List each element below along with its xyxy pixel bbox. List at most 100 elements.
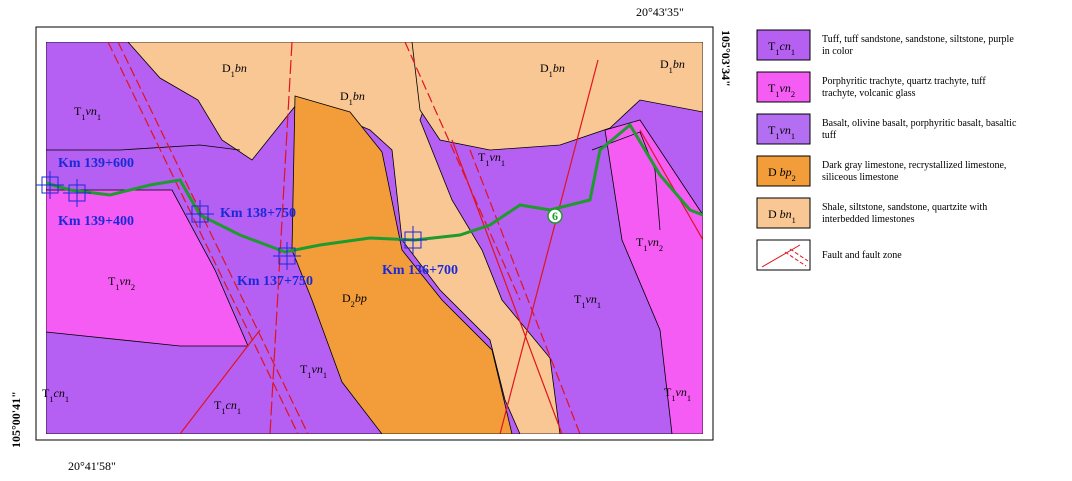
route-number: 6	[552, 209, 558, 223]
code-part: D	[660, 57, 669, 71]
code-part: 1	[549, 70, 553, 79]
unit-code: D bn1	[768, 207, 796, 225]
code-part: 1	[669, 66, 673, 75]
legend-swatch	[756, 197, 811, 229]
code-part: 1	[115, 283, 119, 292]
code-part: vn	[780, 123, 791, 137]
code-part: 1	[792, 216, 796, 225]
code-part: 1	[49, 395, 53, 404]
fault-symbol	[789, 248, 809, 262]
code-part: 1	[581, 301, 585, 310]
unit-code: D1bn	[222, 61, 247, 79]
code-part: vn	[120, 274, 131, 288]
code-part: 2	[351, 300, 355, 309]
unit-code: T1vn1	[300, 362, 327, 380]
code-part: T	[768, 81, 776, 95]
code-part: T	[574, 292, 582, 306]
code-part: bp	[355, 291, 367, 305]
code-part: T	[42, 386, 50, 400]
legend-text: interbedded limestones	[822, 214, 915, 225]
code-part: T	[300, 362, 308, 376]
legend-text: siliceous limestone	[822, 172, 899, 183]
code-part: cn	[54, 386, 65, 400]
code-part: 1	[237, 407, 241, 416]
code-part: 1	[775, 48, 779, 57]
code-part: D	[342, 291, 351, 305]
code-part: 1	[97, 113, 101, 122]
code-part: cn	[780, 39, 791, 53]
code-part: 1	[485, 159, 489, 168]
code-part: 1	[671, 394, 675, 403]
code-part: 2	[131, 283, 135, 292]
code-part: 2	[659, 244, 663, 253]
coordinate: 20°41'58"	[68, 459, 116, 473]
unit-area	[411, 42, 703, 151]
code-part: 1	[501, 159, 505, 168]
unit-code: T1vn1	[478, 150, 505, 168]
unit-code: T1cn1	[42, 386, 69, 404]
code-part: 1	[791, 48, 795, 57]
fault	[269, 42, 293, 434]
fault	[117, 42, 309, 434]
code-part: T	[108, 274, 116, 288]
km-label: Km 139+400	[58, 214, 134, 229]
legend-swatch	[756, 155, 811, 187]
unit-code: T1vn1	[574, 292, 601, 310]
code-part: 1	[231, 70, 235, 79]
code-part: 2	[791, 90, 795, 99]
code-part: T	[478, 150, 486, 164]
fault-symbol	[761, 244, 801, 268]
unit-code: D1bn	[660, 57, 685, 75]
unit-code: T1cn1	[214, 398, 241, 416]
code-part: D	[222, 61, 231, 75]
unit-area	[291, 95, 513, 434]
code-part: 1	[81, 113, 85, 122]
code-part: 1	[775, 90, 779, 99]
legend-text: Basalt, olivine basalt, porphyritic basa…	[822, 118, 1017, 129]
code-part: 1	[687, 394, 691, 403]
legend-text: Dark gray limestone, recrystallized lime…	[822, 160, 1006, 171]
code-part: bn	[780, 207, 792, 221]
code-part: vn	[780, 81, 791, 95]
coordinate: 20°43'35"	[636, 5, 684, 19]
unit-code: D bp2	[768, 165, 796, 183]
code-part: T	[768, 123, 776, 137]
code-part: bn	[673, 57, 685, 71]
fault	[469, 149, 581, 434]
code-part: bn	[553, 61, 565, 75]
map-area	[46, 42, 703, 434]
legend-text: Fault and fault zone	[822, 250, 902, 261]
legend-swatch	[756, 71, 811, 103]
unit-code: D1bn	[340, 89, 365, 107]
fault	[404, 42, 521, 301]
unit-code: T1vn2	[636, 235, 663, 253]
coordinate: 105°03'34"	[719, 30, 733, 87]
code-part: D	[768, 207, 780, 221]
code-part: T	[636, 235, 644, 249]
code-part: cn	[226, 398, 237, 412]
legend-text: Porphyritic trachyte, quartz trachyte, t…	[822, 76, 986, 87]
legend-text: Shale, siltstone, sandstone, quartzite w…	[822, 202, 987, 213]
code-part: vn	[586, 292, 597, 306]
code-part: 1	[643, 244, 647, 253]
unit-code: T1vn1	[664, 385, 691, 403]
code-part: vn	[676, 385, 687, 399]
coordinate: 105°00'41"	[9, 391, 23, 448]
code-part: 1	[307, 371, 311, 380]
boundary	[591, 131, 661, 231]
code-part: vn	[648, 235, 659, 249]
code-part: D	[540, 61, 549, 75]
code-part: T	[664, 385, 672, 399]
legend-swatch	[756, 113, 811, 145]
code-part: 1	[221, 407, 225, 416]
code-part: 1	[775, 132, 779, 141]
faults	[107, 42, 703, 434]
code-part: T	[214, 398, 222, 412]
legend-text: Tuff, tuff sandstone, sandstone, siltsto…	[822, 34, 1014, 45]
code-part: 1	[349, 98, 353, 107]
km-label: Km 138+750	[220, 206, 296, 221]
route-badge	[547, 208, 563, 224]
unit-code: T1vn2	[768, 81, 795, 99]
